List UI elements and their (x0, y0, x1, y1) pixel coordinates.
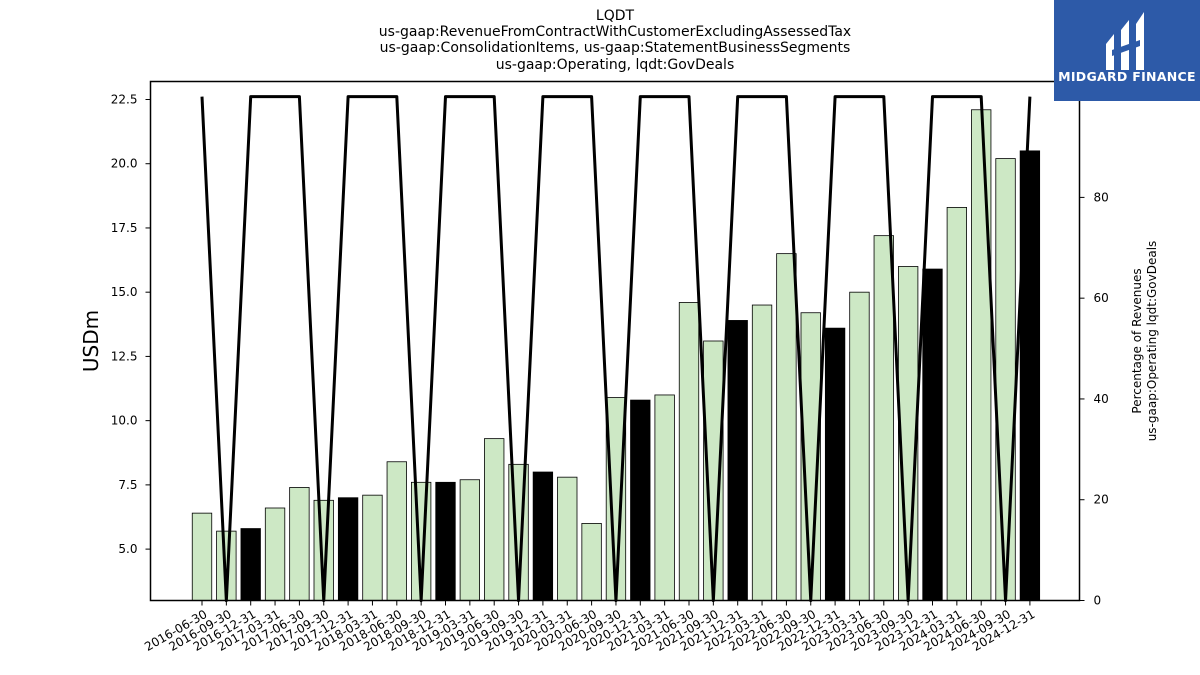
left-tick-label: 7.5 (118, 478, 137, 492)
plot-frame (149, 80, 1081, 602)
bar-2020-06-30 (581, 523, 602, 601)
y-axis-label-right-line-2: us-gaap:Operating lqdt:GovDeals (1145, 241, 1159, 442)
left-tick-label: 22.5 (111, 92, 138, 106)
title-line-2: us-gaap:RevenueFromContractWithCustomerE… (379, 24, 851, 40)
y-axis-label-left: USDm (79, 310, 103, 372)
left-tick-label: 12.5 (111, 349, 138, 363)
title-line-3: us-gaap:ConsolidationItems, us-gaap:Stat… (380, 40, 851, 56)
bar-2018-12-31 (435, 481, 456, 601)
left-tick-label: 20.0 (111, 157, 138, 171)
bar-2022-03-31 (751, 304, 773, 601)
y-axis-label-right-line-1: Percentage of Revenues (1130, 268, 1144, 413)
right-tick-label: 80 (1094, 190, 1109, 204)
logo-text: MIDGARD FINANCE (1058, 69, 1196, 84)
right-y-axis: 020406080100 (1079, 90, 1116, 608)
left-tick-label: 17.5 (111, 221, 138, 235)
bar-2018-03-31 (362, 494, 383, 601)
bar-2019-03-31 (459, 479, 481, 601)
midgard-finance-logo: MIDGARD FINANCE (1054, 0, 1200, 101)
bar-2019-12-31 (532, 471, 554, 601)
bar-2018-06-30 (386, 461, 407, 601)
left-tick-label: 15.0 (111, 285, 138, 299)
bar-2021-03-31 (654, 394, 675, 601)
left-tick-label: 5.0 (118, 542, 137, 556)
bar-2021-06-30 (678, 302, 700, 601)
bar-2016-12-31 (240, 528, 261, 601)
right-tick-label: 20 (1094, 493, 1109, 507)
left-y-axis: 5.0 7.5 10.0 12.5 15.0 17.5 20.0 22.5 (111, 92, 151, 556)
bar-2024-09-30 (995, 158, 1016, 601)
chart-title: LQDT us-gaap:RevenueFromContractWithCust… (379, 8, 851, 73)
right-tick-label: 60 (1094, 291, 1109, 305)
logo-mark-icon (1106, 12, 1144, 70)
bar-2017-03-31 (264, 507, 286, 601)
bar-2019-06-30 (484, 438, 505, 601)
bar-2023-03-31 (849, 291, 870, 601)
bar-2020-12-31 (630, 399, 651, 601)
bar-2022-06-30 (776, 253, 797, 601)
bar-2017-06-30 (289, 487, 310, 601)
bar-2017-12-31 (337, 497, 359, 601)
bar-2023-12-31 (922, 268, 943, 601)
bar-2024-03-31 (946, 206, 967, 601)
right-tick-label: 40 (1094, 392, 1109, 406)
bar-2021-12-31 (727, 320, 748, 601)
right-tick-label: 0 (1094, 594, 1102, 608)
x-axis: 2016-06-302016-09-302016-12-312017-03-31… (142, 600, 1037, 654)
bar-2022-12-31 (824, 327, 846, 601)
bar-2020-03-31 (557, 476, 578, 601)
bar-2016-06-30 (191, 512, 213, 601)
left-tick-label: 10.0 (111, 414, 138, 428)
y-axis-label-right: Percentage of Revenues us-gaap:Operating… (1130, 241, 1159, 442)
bar-2024-06-30 (971, 109, 992, 601)
title-line-1: LQDT (596, 8, 635, 24)
title-line-4: us-gaap:Operating, lqdt:GovDeals (496, 57, 735, 73)
bar-2023-06-30 (873, 235, 894, 601)
